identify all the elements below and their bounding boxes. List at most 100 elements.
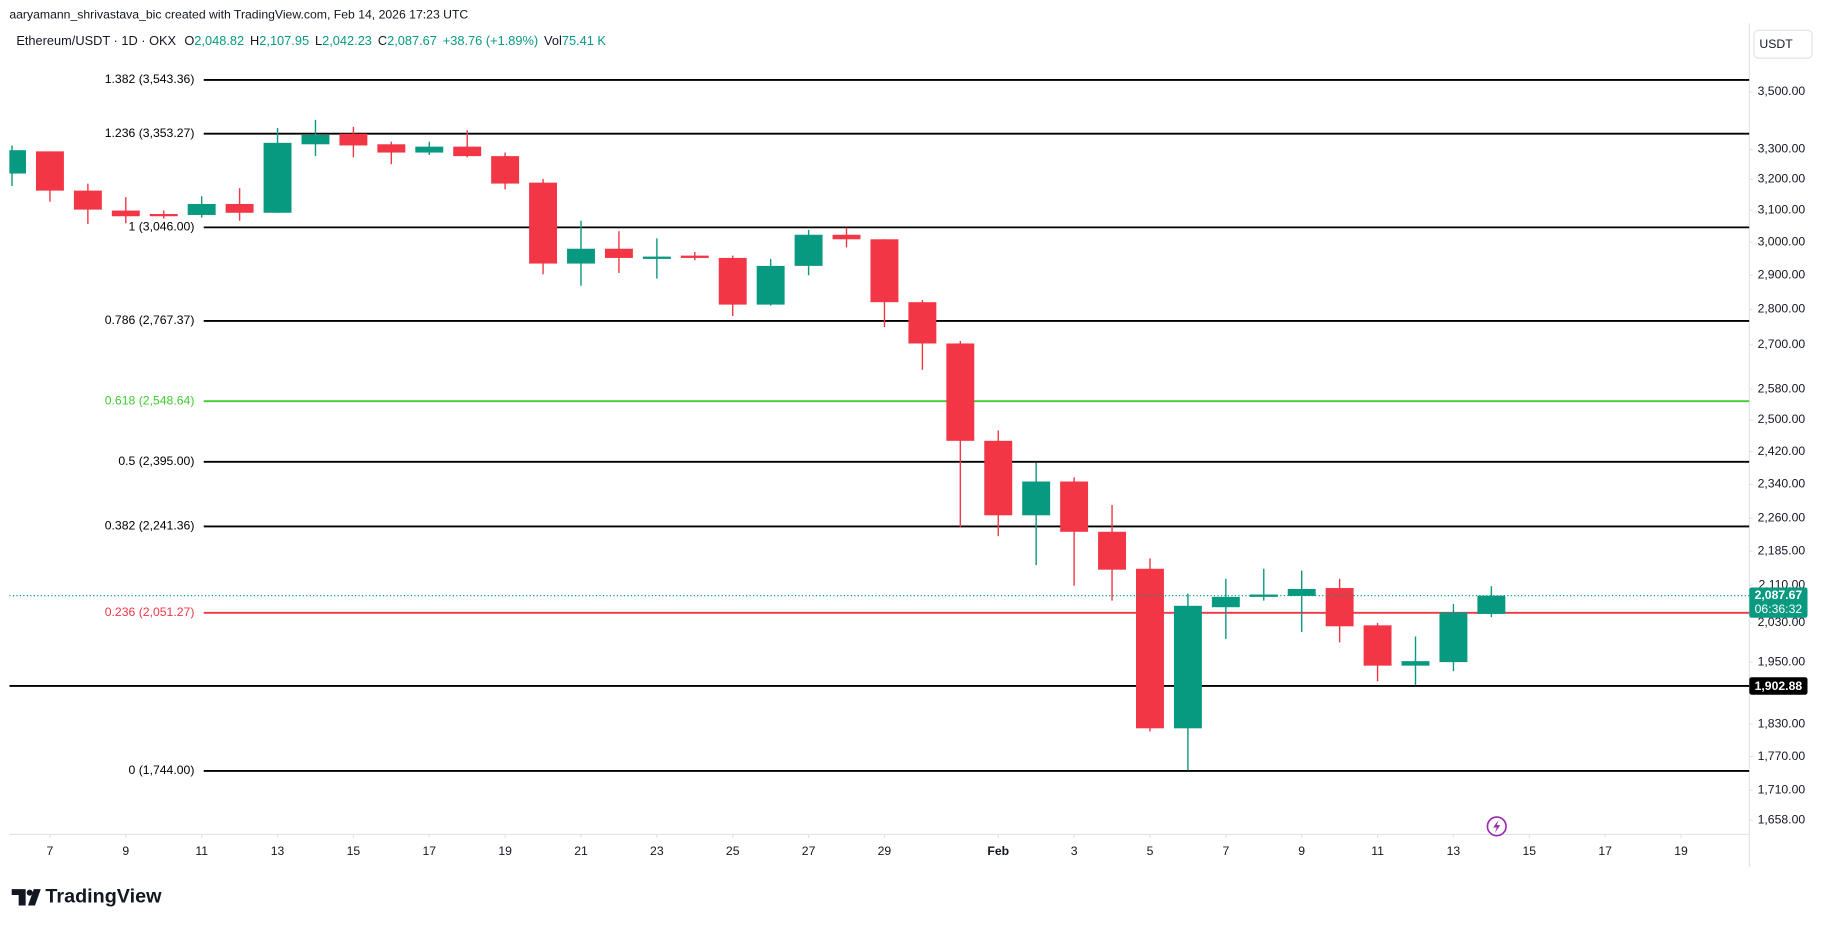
candle-body — [1287, 588, 1316, 596]
fib-level-label: 1 (3,046.00) — [129, 220, 195, 234]
brand-mark-dot — [26, 889, 33, 896]
alert-icon-bolt[interactable] — [1493, 819, 1501, 833]
candle-body — [1211, 596, 1240, 608]
ohlc-key: L — [315, 33, 322, 48]
x-tick-label: 5 — [1147, 844, 1154, 858]
fib-level-label: 0 (1,744.00) — [129, 763, 195, 777]
x-tick-label: Feb — [987, 844, 1009, 858]
ohlc-key: O — [184, 33, 194, 48]
brand-name: TradingView — [45, 886, 162, 908]
fib-level-label: 0.236 (2,051.27) — [105, 605, 195, 619]
y-tick-label: 3,100.00 — [1758, 202, 1806, 216]
x-tick-label: 29 — [878, 844, 892, 858]
candle-body — [1022, 481, 1051, 516]
candle-body — [263, 142, 292, 213]
candle-body — [301, 134, 330, 145]
x-tick-label: 11 — [1371, 844, 1384, 858]
plot-area — [9, 79, 1750, 772]
ohlc-value: 2,048.82 — [194, 33, 244, 48]
x-tick-label: 13 — [1447, 844, 1461, 858]
candle-body — [35, 151, 64, 191]
alert-icon-ring[interactable] — [1486, 816, 1507, 837]
price-line-tag — [1749, 677, 1808, 695]
x-tick-label: 21 — [574, 844, 588, 858]
candle-body — [453, 146, 482, 157]
candle-body — [529, 182, 558, 264]
candle-body — [946, 343, 975, 441]
y-tick-label: 2,260.00 — [1758, 511, 1806, 525]
y-tick-label: 2,900.00 — [1758, 267, 1806, 281]
fib-level-label: 0.382 (2,241.36) — [105, 519, 195, 533]
legend-header: Ethereum/USDT · 1D · OKX O2,048.82 H2,10… — [16, 33, 606, 48]
y-tick-label: 1,950.00 — [1758, 654, 1806, 668]
candle-body — [1173, 605, 1202, 729]
y-tick-label: 1,770.00 — [1758, 749, 1806, 763]
price-line-tag-label: 1,902.88 — [1755, 679, 1803, 693]
y-tick-label: 1,710.00 — [1758, 782, 1806, 796]
fib-level-label: 1.236 (3,353.27) — [105, 126, 195, 140]
last-price-tag — [1749, 587, 1808, 618]
candle-body — [187, 203, 216, 215]
candle-body — [9, 150, 26, 174]
x-tick-label: 17 — [422, 844, 436, 858]
candle-body — [377, 144, 406, 153]
candle-body — [1136, 568, 1164, 729]
y-tick-label: 1,658.00 — [1758, 812, 1806, 826]
candle-body — [604, 248, 633, 258]
y-tick-label: 2,030.00 — [1758, 615, 1806, 629]
x-tick-label: 9 — [122, 844, 129, 858]
currency-label[interactable]: USDT — [1759, 37, 1793, 51]
currency-button-frame[interactable] — [1753, 29, 1813, 59]
candle-body — [1325, 588, 1354, 627]
candle-body — [415, 146, 444, 153]
x-tick-label: 27 — [802, 844, 816, 858]
candle-body — [642, 256, 671, 259]
overlay: 3,500.00 3,300.00 3,200.00 3,100.00 3,000.00… — [47, 72, 1808, 858]
x-tick-label: 3 — [1071, 844, 1078, 858]
candle-body — [718, 257, 747, 305]
candle-body — [908, 302, 937, 344]
fib-level-label: 0.5 (2,395.00) — [118, 454, 194, 468]
ohlc-value: 2,042.23 — [322, 33, 372, 48]
candle-body — [225, 203, 254, 213]
candle-body — [1439, 612, 1468, 663]
vol-key: Vol — [544, 33, 562, 48]
brand-mark — [11, 889, 41, 906]
x-tick-label: 23 — [650, 844, 664, 858]
y-tick-label: 2,800.00 — [1758, 302, 1806, 316]
x-tick-label: 19 — [1674, 844, 1688, 858]
symbol: Ethereum/USDT · 1D · OKX — [16, 33, 176, 48]
alert-icon[interactable] — [1486, 816, 1507, 837]
currency-button[interactable]: USDT — [1753, 29, 1813, 59]
brand-logo: TradingView — [11, 886, 162, 908]
x-tick-label: 17 — [1598, 844, 1612, 858]
ohlc-value: 2,087.67 — [387, 33, 437, 48]
x-tick-label: 11 — [195, 844, 208, 858]
ohlc-key: C — [378, 33, 387, 48]
y-tick-label: 2,185.00 — [1758, 543, 1806, 557]
candle-body — [756, 265, 785, 305]
y-tick-label: 2,700.00 — [1758, 337, 1806, 351]
candle-body — [1363, 625, 1392, 666]
x-tick-label: 9 — [1298, 844, 1305, 858]
candle-body — [1060, 481, 1089, 532]
y-tick-label: 3,500.00 — [1758, 84, 1806, 98]
y-tick-label: 3,300.00 — [1758, 142, 1806, 156]
candle-body — [832, 234, 861, 240]
candle-body — [149, 214, 178, 217]
x-tick-label: 15 — [1522, 844, 1536, 858]
y-tick-label: 1,830.00 — [1758, 716, 1806, 730]
candle-body — [339, 133, 368, 146]
x-tick-label: 15 — [347, 844, 361, 858]
y-tick-label: 2,340.00 — [1758, 477, 1806, 491]
attribution: aaryamann_shrivastava_bic created with T… — [9, 7, 468, 21]
last-price-label: 2,087.67 — [1755, 588, 1803, 602]
ohlc-key: H — [250, 33, 259, 48]
fib-level-label: 1.382 (3,543.36) — [105, 72, 195, 86]
candle-body — [1477, 595, 1506, 614]
candle-body — [984, 440, 1013, 516]
candle-body — [870, 239, 899, 303]
